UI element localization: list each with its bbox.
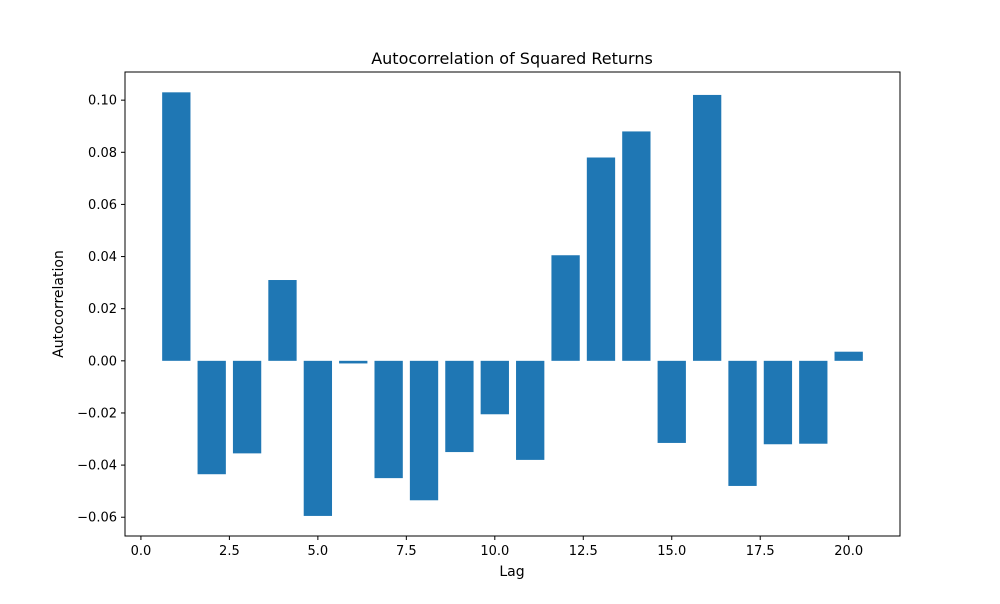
bar-lag-13 [586, 157, 616, 361]
x-tick-label: 15.0 [657, 544, 686, 559]
x-tick-label: 0.0 [131, 544, 152, 559]
y-tick-label: 0.10 [88, 94, 117, 109]
bar-lag-1 [162, 92, 191, 361]
bar-lag-14 [622, 131, 651, 361]
x-axis-ticks: 0.0 2.5 5.0 7.5 10.0 12.5 15.0 17.5 20.0 [131, 536, 863, 559]
chart-title: Autocorrelation of Squared Returns [371, 49, 653, 68]
bar-lag-12 [551, 255, 580, 361]
bar-lag-6 [339, 360, 368, 364]
bar-lag-15 [657, 360, 686, 443]
x-tick-label: 10.0 [480, 544, 509, 559]
bar-lag-16 [692, 94, 722, 361]
bar-lag-10 [480, 360, 509, 415]
bar-lag-18 [763, 360, 793, 445]
y-tick-label: −0.04 [77, 459, 117, 474]
y-tick-label: 0.08 [88, 146, 117, 161]
x-tick-label: 7.5 [396, 544, 417, 559]
y-tick-label: −0.06 [77, 511, 117, 526]
bar-lag-9 [445, 360, 474, 453]
bar-lag-11 [516, 360, 545, 460]
bar-lag-3 [232, 360, 262, 454]
y-tick-label: 0.00 [88, 354, 117, 369]
x-tick-label: 12.5 [569, 544, 598, 559]
x-tick-label: 17.5 [746, 544, 775, 559]
plot-frame [124, 71, 901, 537]
bar-lag-17 [728, 360, 757, 486]
y-tick-label: 0.02 [88, 302, 117, 317]
bar-lag-4 [268, 280, 297, 361]
bar-lag-19 [799, 360, 828, 444]
x-tick-label: 5.0 [308, 544, 329, 559]
y-tick-label: 0.04 [88, 250, 117, 265]
bars-group [162, 92, 863, 516]
x-tick-label: 20.0 [834, 544, 863, 559]
y-axis-ticks: −0.06 −0.04 −0.02 0.00 0.02 0.04 0.06 0.08 0.10 [77, 94, 125, 526]
bar-lag-2 [197, 360, 226, 475]
bar-lag-20 [834, 351, 863, 361]
x-axis-label: Lag [499, 564, 524, 580]
bar-lag-7 [374, 360, 403, 479]
bar-lag-5 [303, 360, 333, 516]
y-tick-label: −0.02 [77, 406, 117, 421]
y-tick-label: 0.06 [88, 198, 117, 213]
x-tick-label: 2.5 [219, 544, 240, 559]
y-axis-label: Autocorrelation [51, 250, 67, 358]
bar-lag-8 [409, 360, 439, 501]
